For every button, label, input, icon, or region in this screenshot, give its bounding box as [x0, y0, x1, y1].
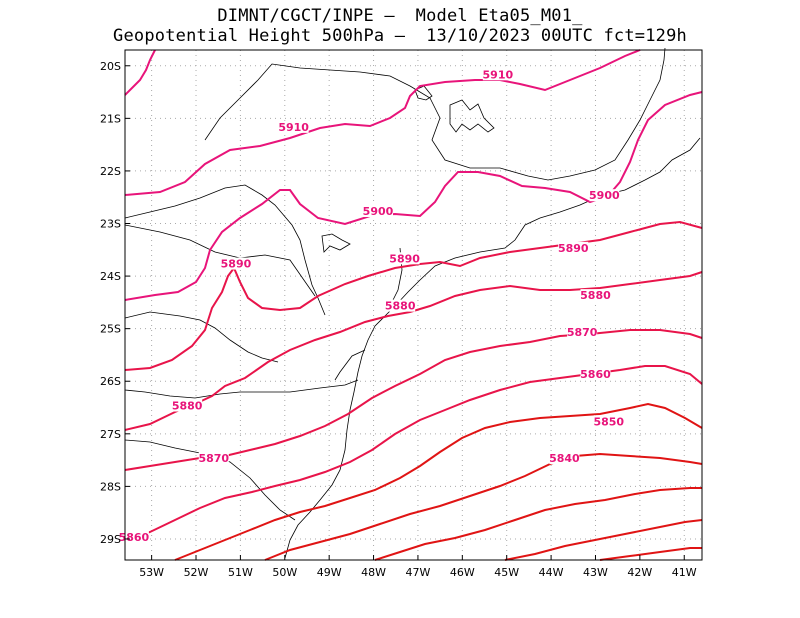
contour-label: 5880 [172, 400, 203, 413]
contour-line [374, 487, 702, 561]
contour-line [124, 49, 641, 196]
contour-label: 5890 [221, 258, 252, 271]
lat-tick-label: 27S [100, 428, 121, 441]
contour-label-bg [580, 367, 611, 380]
lat-tick-label: 23S [100, 218, 121, 231]
contour-line [264, 452, 703, 561]
lon-tick-label: 51W [228, 566, 253, 579]
contour-line [174, 402, 703, 561]
contour-label-bg [362, 204, 393, 217]
contour-line [124, 365, 703, 541]
lon-tick-label: 48W [361, 566, 386, 579]
lake [414, 85, 433, 101]
contour-label: 5840 [549, 452, 580, 465]
contour-labels: 5910 5910 5900 5900 5890 5890 5890 5880 5880 5880… [118, 68, 624, 544]
contour-label-bg [385, 299, 416, 312]
lat-tick-label: 22S [100, 165, 121, 178]
contour-label-bg [172, 399, 203, 412]
lon-tick-label: 43W [583, 566, 608, 579]
title-line-1: DIMNT/CGCT/INPE – Model Eta05_M01_ [217, 6, 583, 26]
lat-tick-label: 28S [100, 480, 121, 493]
contour-label: 5910 [278, 121, 309, 134]
contour-label: 5880 [580, 289, 611, 302]
contour-label: 5890 [389, 252, 420, 265]
lon-tick-label: 53W [139, 566, 164, 579]
contour-label: 5890 [558, 242, 589, 255]
title-line-2: Geopotential Height 500hPa – 13/10/2023 … [113, 26, 687, 46]
state-border [334, 349, 366, 381]
lon-tick-label: 50W [272, 566, 297, 579]
lakes [321, 85, 495, 253]
lat-tick-label: 24S [100, 270, 121, 283]
contour-label: 5870 [567, 326, 598, 339]
lat-tick-label: 20S [100, 60, 121, 73]
contour-label: 5900 [589, 189, 620, 202]
contour-label-bg [593, 415, 624, 428]
contour-label: 5860 [580, 368, 611, 381]
lat-tick-label: 26S [100, 375, 121, 388]
contour-label-bg [580, 289, 611, 302]
contour-line [599, 547, 702, 561]
lat-tick-label: 29S [100, 533, 121, 546]
lon-tick-label: 41W [672, 566, 697, 579]
contour-label-bg [278, 120, 309, 133]
contour-line [124, 271, 703, 431]
contour-label: 5910 [483, 68, 514, 81]
lake [321, 233, 351, 253]
contour-label-bg [589, 189, 620, 202]
lat-tick-label: 21S [100, 112, 121, 125]
contour-label-bg [389, 252, 420, 265]
contour-label-bg [558, 241, 589, 254]
lon-tick-label: 47W [406, 566, 431, 579]
state-border [124, 224, 316, 297]
lat-tick-label: 25S [100, 323, 121, 336]
contour-label-bg [118, 530, 149, 543]
contour-label: 5900 [363, 205, 394, 218]
contour-line [504, 519, 703, 561]
map-frame [124, 49, 703, 561]
lon-tick-label: 45W [494, 566, 519, 579]
contour-line [124, 329, 703, 471]
contour-label-bg [549, 452, 580, 465]
contour-label-bg [482, 68, 513, 81]
contour-line [124, 220, 703, 371]
lon-tick-label: 52W [184, 566, 209, 579]
lon-tick-label: 44W [539, 566, 564, 579]
contour-line [124, 49, 156, 96]
contour-label: 5870 [198, 452, 229, 465]
contour-label: 5880 [385, 300, 416, 313]
contour-label: 5850 [593, 415, 624, 428]
axis-ticks: 20S 21S 22S 23S 24S 25S 26S 27S 28S 29S 53W 52W 51W 5… [100, 60, 697, 579]
state-border [124, 379, 359, 399]
state-border [124, 311, 279, 363]
contour-label-bg [567, 325, 598, 338]
lake [449, 99, 495, 133]
contour-line [124, 91, 703, 301]
lon-tick-label: 49W [317, 566, 342, 579]
lon-tick-label: 42W [627, 566, 652, 579]
lon-tick-label: 46W [450, 566, 475, 579]
state-border [124, 439, 296, 521]
state-border [204, 47, 666, 181]
contour-label-bg [198, 452, 229, 465]
contour-label-bg [220, 257, 251, 270]
contour-label: 5860 [119, 531, 150, 544]
